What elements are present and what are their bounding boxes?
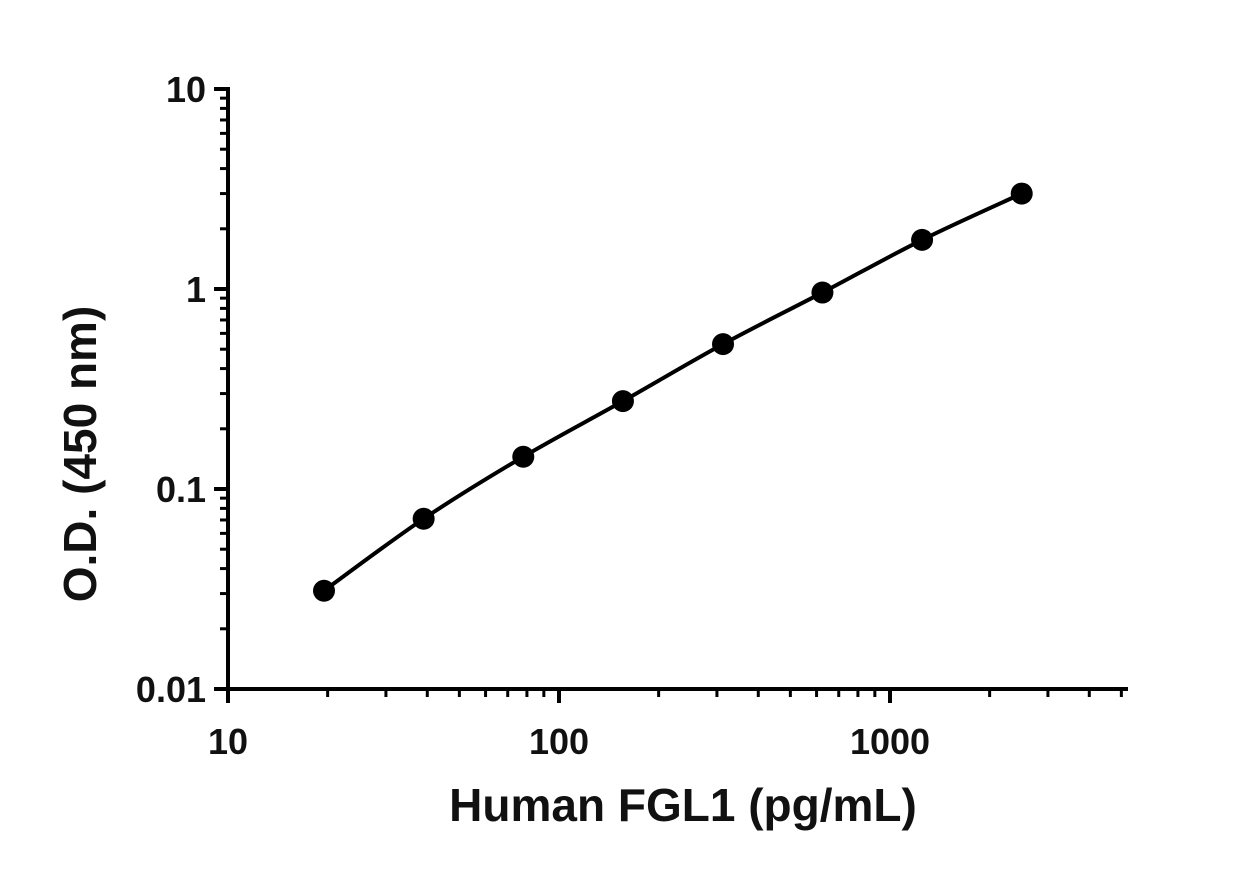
data-point — [611, 390, 634, 413]
data-point — [313, 579, 336, 602]
x-tick-label: 10 — [208, 721, 248, 762]
x-tick-label: 100 — [529, 721, 589, 762]
y-tick-labels: 0.01 0.1 1 10 — [136, 69, 206, 710]
x-axis: 10 100 1000 — [208, 687, 1128, 762]
data-point — [512, 445, 535, 468]
y-tick-label: 10 — [166, 69, 206, 110]
y-tick-label: 0.01 — [136, 669, 206, 710]
x-minor-ticks — [326, 689, 1123, 697]
y-tick-label: 1 — [186, 269, 206, 310]
data-point — [911, 228, 934, 251]
x-axis-title: Human FGL1 (pg/mL) — [449, 779, 917, 831]
y-axis-title: O.D. (450 nm) — [54, 306, 106, 603]
data-point — [412, 507, 435, 530]
y-minor-ticks — [220, 96, 228, 631]
y-axis: 0.01 0.1 1 10 — [136, 69, 230, 710]
fit-curve — [322, 191, 1024, 593]
data-point — [1010, 182, 1033, 205]
data-points — [313, 182, 1033, 602]
x-tick-label: 1000 — [850, 721, 930, 762]
x-tick-labels: 10 100 1000 — [208, 721, 930, 762]
y-major-ticks — [214, 87, 228, 691]
x-major-ticks — [226, 689, 892, 703]
y-tick-label: 0.1 — [156, 469, 206, 510]
data-point — [811, 281, 834, 304]
data-point — [712, 333, 735, 356]
